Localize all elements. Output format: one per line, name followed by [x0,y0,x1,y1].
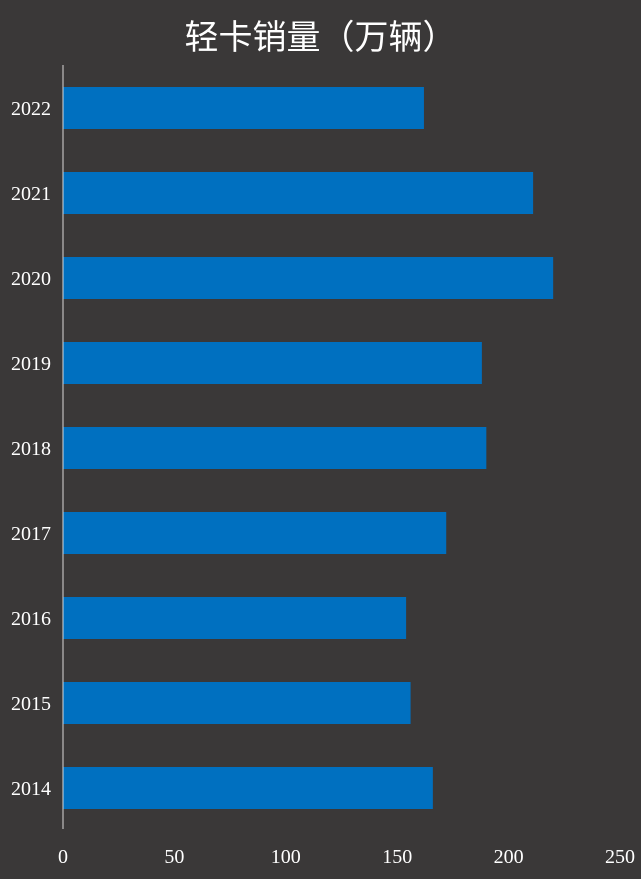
bar-2017 [63,512,447,554]
y-tick-label-2017: 2017 [11,523,51,545]
y-tick-label-2021: 2021 [11,183,51,205]
x-tick-label-100: 100 [271,846,301,868]
x-tick-label-50: 50 [164,846,184,868]
y-tick-label-2019: 2019 [11,353,51,375]
y-tick-label-2018: 2018 [11,438,51,460]
y-tick-label-2022: 2022 [11,98,51,120]
x-tick-label-0: 0 [58,846,68,868]
x-tick-label-150: 150 [382,846,412,868]
x-tick-label-250: 250 [605,846,635,868]
y-tick-label-2015: 2015 [11,693,51,715]
y-tick-label-2020: 2020 [11,268,51,290]
x-tick-label-200: 200 [494,846,524,868]
bar-2018 [63,427,487,469]
bar-2015 [63,682,411,724]
bar-2016 [63,597,407,639]
bar-2021 [63,172,534,214]
bar-2019 [63,342,482,384]
bar-2020 [63,257,554,299]
chart-title: 轻卡销量（万辆） [184,18,457,58]
bar-2022 [63,87,424,129]
y-tick-label-2016: 2016 [11,608,51,630]
y-tick-label-2014: 2014 [11,778,51,800]
bar-2014 [63,767,433,809]
